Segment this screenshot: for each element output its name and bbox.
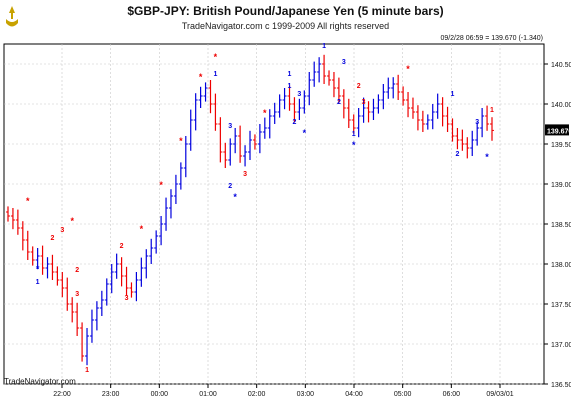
pattern-label: * (70, 216, 74, 226)
x-tick-label: 01:00 (199, 391, 217, 398)
pattern-label: 1 (451, 91, 455, 98)
chart-title: $GBP-JPY: British Pound/Japanese Yen (5 … (127, 4, 444, 18)
x-tick-label: 00:00 (151, 391, 169, 398)
pattern-label: * (159, 180, 163, 190)
y-tick-label: 138.500 (551, 222, 571, 229)
plot-frame (3, 43, 545, 385)
pattern-label: * (352, 140, 356, 150)
footer-brand: TradeNavigator.com (4, 377, 76, 386)
pattern-label: * (179, 136, 183, 146)
pattern-label: 3 (75, 291, 79, 298)
pattern-label: * (303, 128, 307, 138)
pattern-label: 2 (357, 83, 361, 90)
pattern-label: * (26, 196, 30, 206)
y-tick-label: 139.000 (551, 182, 571, 189)
pattern-label: 1 (352, 131, 356, 138)
y-tick-label: 140.500 (551, 62, 571, 69)
pattern-label: 1 (213, 71, 217, 78)
last-price-box (545, 124, 569, 136)
pattern-label: 1 (36, 279, 40, 286)
y-tick-label: 140.000 (551, 102, 571, 109)
y-tick-label: 138.000 (551, 262, 571, 269)
pattern-label: * (36, 264, 40, 274)
x-tick-label: 05:00 (394, 391, 412, 398)
pattern-label: 2 (75, 267, 79, 274)
pattern-label: 3 (243, 171, 247, 178)
y-tick-label: 137.500 (551, 302, 571, 309)
y-tick-label: 137.000 (551, 342, 571, 349)
pattern-label: * (214, 52, 218, 62)
pattern-label: 3 (228, 123, 232, 130)
pattern-label: 3 (362, 99, 366, 106)
pattern-label: * (406, 64, 410, 74)
y-tick-label: 136.500 (551, 382, 571, 389)
x-tick-label: 03:00 (297, 391, 315, 398)
y-tick-label: 139.500 (551, 142, 571, 149)
pattern-label: 3 (125, 295, 129, 302)
pattern-label: * (485, 152, 489, 162)
pattern-label: 1 (490, 107, 494, 114)
x-tick-label: 23:00 (102, 391, 120, 398)
x-tick-label: 06:00 (443, 391, 461, 398)
pattern-label: * (199, 72, 203, 82)
pattern-label: 1 (288, 71, 292, 78)
pattern-label: * (233, 192, 237, 202)
pattern-label: 2 (292, 119, 296, 126)
pattern-label: 3 (475, 119, 479, 126)
pattern-label: 2 (50, 235, 54, 242)
pattern-label: 1 (288, 83, 292, 90)
x-tick-label: 04:00 (345, 391, 363, 398)
pattern-label: * (140, 224, 144, 234)
pattern-label: 1 (322, 43, 326, 50)
chart-subtitle: TradeNavigator.com c 1999-2009 All right… (181, 21, 390, 31)
pattern-label: 3 (297, 91, 301, 98)
last-price-info: 09/2/28 06:59 = 139.670 (-1.340) (440, 35, 543, 42)
pattern-label: 1 (85, 367, 89, 374)
pattern-label: 2 (120, 243, 124, 250)
last-price-label: 139.670 (547, 128, 571, 135)
pattern-label: 2 (228, 183, 232, 190)
pattern-label: 2 (337, 99, 341, 106)
pattern-label: 2 (455, 151, 459, 158)
pattern-label: 3 (342, 59, 346, 66)
x-tick-label: 09/03/01 (486, 391, 513, 398)
x-tick-label: 02:00 (248, 391, 266, 398)
pattern-label: * (263, 108, 267, 118)
tradenavigator-logo-icon (6, 6, 18, 27)
x-tick-label: 22:00 (53, 391, 71, 398)
pattern-label: 3 (60, 227, 64, 234)
